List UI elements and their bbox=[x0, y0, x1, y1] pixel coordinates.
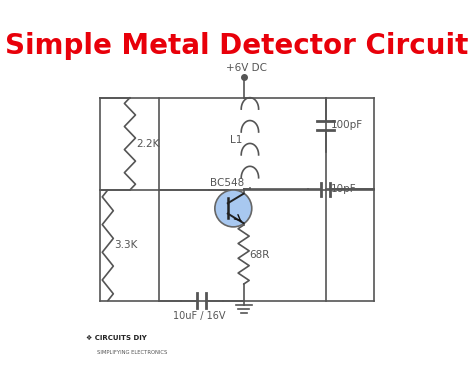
Text: SIMPLIFYING ELECTRONICS: SIMPLIFYING ELECTRONICS bbox=[97, 350, 167, 355]
Text: Simple Metal Detector Circuit: Simple Metal Detector Circuit bbox=[5, 32, 469, 60]
Text: 2.2K: 2.2K bbox=[137, 139, 160, 149]
Text: +6V DC: +6V DC bbox=[226, 63, 267, 73]
Text: L1: L1 bbox=[229, 135, 242, 145]
Text: 68R: 68R bbox=[249, 249, 270, 260]
Text: ❖ CIRCUITS DIY: ❖ CIRCUITS DIY bbox=[86, 335, 146, 341]
Text: 10uF / 16V: 10uF / 16V bbox=[173, 311, 226, 321]
Text: 10pF: 10pF bbox=[331, 184, 357, 194]
Circle shape bbox=[215, 190, 252, 227]
Text: BC548: BC548 bbox=[210, 178, 245, 188]
Text: 3.3K: 3.3K bbox=[114, 240, 138, 250]
Text: 100pF: 100pF bbox=[331, 120, 363, 130]
